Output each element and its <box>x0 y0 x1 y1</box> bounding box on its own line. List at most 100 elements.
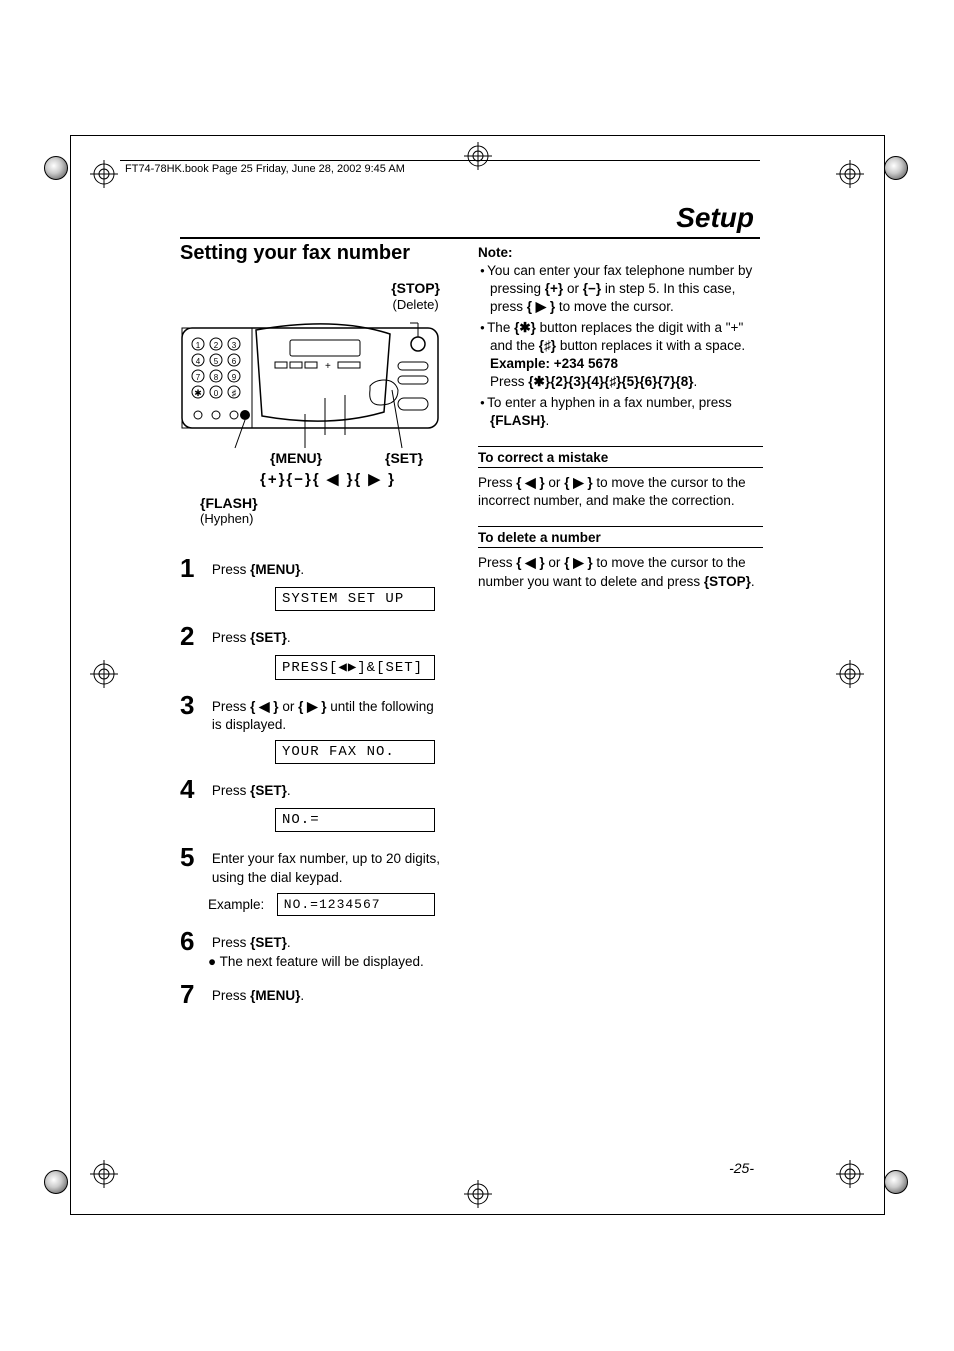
note-text: . <box>693 374 697 389</box>
crosshair-icon <box>836 1160 864 1188</box>
step-sub-text: The next feature will be displayed. <box>220 954 424 969</box>
step-2: 2 Press {SET}. PRESS[◀▶]&[SET] <box>180 623 450 680</box>
example-label: Example: <box>208 897 273 912</box>
note-heading: Note: <box>478 245 763 260</box>
key-set: {SET} <box>250 630 287 645</box>
svg-text:3: 3 <box>232 341 237 350</box>
step-text: or <box>279 699 299 714</box>
note-text: The <box>487 320 514 335</box>
note-item: The {✱} button replaces the digit with a… <box>490 319 763 392</box>
step-text: Press <box>212 988 250 1003</box>
step-1: 1 Press {MENU}. SYSTEM SET UP <box>180 555 450 611</box>
step-number: 2 <box>180 623 208 649</box>
delete-number-title: To delete a number <box>478 526 763 548</box>
key-hash: {♯} <box>539 338 556 353</box>
section-title: Setup <box>676 202 754 234</box>
step-text: . <box>287 630 291 645</box>
svg-text:5: 5 <box>214 357 219 366</box>
key-flash: {FLASH} <box>490 413 546 428</box>
step-number: 3 <box>180 692 208 718</box>
crosshair-icon <box>90 660 118 688</box>
step-sub-bullet: ● The next feature will be displayed. <box>208 954 450 969</box>
step-3: 3 Press { ◀ } or { ▶ } until the followi… <box>180 692 450 764</box>
key-minus: {−} <box>583 281 601 296</box>
step-text: Enter your fax number, up to 20 digits, … <box>212 844 447 886</box>
svg-text:♯: ♯ <box>232 388 237 398</box>
key-right: { ▶ } <box>527 299 555 314</box>
key-plus: {+} <box>545 281 563 296</box>
note-text: to move the cursor. <box>555 299 674 314</box>
body-text: or <box>545 555 565 570</box>
note-text: Press <box>490 374 528 389</box>
note-text: To enter a hyphen in a fax number, press <box>487 395 732 410</box>
note-text: or <box>563 281 583 296</box>
header-rule <box>120 160 760 161</box>
svg-text:4: 4 <box>196 357 201 366</box>
key-set: {SET} <box>250 783 287 798</box>
lcd-display: YOUR FAX NO. <box>275 740 435 764</box>
svg-text:7: 7 <box>196 373 201 382</box>
svg-text:✱: ✱ <box>194 388 202 398</box>
key-star: {✱} <box>514 320 536 335</box>
example-value: +234 5678 <box>554 356 618 371</box>
flash-sublabel: (Hyphen) <box>200 511 253 526</box>
key-set: {SET} <box>250 935 287 950</box>
step-text: Press <box>212 699 250 714</box>
body-text: Press <box>478 475 516 490</box>
flash-label: {FLASH} <box>200 495 258 511</box>
lcd-display: NO.= <box>275 808 435 832</box>
fax-machine-icon: 1 2 3 4 5 6 7 8 9 ✱ 0 ♯ + <box>180 320 440 450</box>
right-column: Note: You can enter your fax telephone n… <box>478 245 763 591</box>
key-left: { ◀ } <box>516 555 544 570</box>
step-number: 7 <box>180 981 208 1007</box>
step-number: 5 <box>180 844 208 870</box>
step-7: 7 Press {MENU}. <box>180 981 450 1007</box>
svg-text:2: 2 <box>214 341 219 350</box>
key-stop: {STOP} <box>704 574 751 589</box>
correct-mistake-title: To correct a mistake <box>478 446 763 468</box>
svg-text:1: 1 <box>196 341 201 350</box>
stop-sublabel: (Delete) <box>392 297 438 312</box>
registration-mark-icon <box>884 156 908 180</box>
step-text: Press <box>212 783 250 798</box>
key-right: { ▶ } <box>564 475 592 490</box>
left-column: Setting your fax number {STOP} (Delete) … <box>180 242 450 1019</box>
note-text: button replaces it with a space. <box>556 338 745 353</box>
title-underline <box>180 237 760 239</box>
svg-text:9: 9 <box>232 373 237 382</box>
note-list: You can enter your fax telephone number … <box>478 262 763 430</box>
set-label: {SET} <box>385 450 423 466</box>
crosshair-icon <box>464 1180 492 1208</box>
body-text: Press <box>478 555 516 570</box>
note-text: . <box>546 413 550 428</box>
step-6: 6 Press {SET}. ● The next feature will b… <box>180 928 450 969</box>
step-text: Press <box>212 562 250 577</box>
delete-number-body: Press { ◀ } or { ▶ } to move the cursor … <box>478 554 763 590</box>
registration-mark-icon <box>884 1170 908 1194</box>
key-right: { ▶ } <box>298 699 326 714</box>
step-5: 5 Enter your fax number, up to 20 digits… <box>180 844 450 915</box>
svg-text:+: + <box>325 361 331 372</box>
crosshair-icon <box>836 660 864 688</box>
key-sequence: {✱}{2}{3}{4}{♯}{5}{6}{7}{8} <box>528 374 693 389</box>
note-item: You can enter your fax telephone number … <box>490 262 763 317</box>
svg-text:8: 8 <box>214 373 219 382</box>
key-menu: {MENU} <box>250 988 300 1003</box>
book-header: FT74-78HK.book Page 25 Friday, June 28, … <box>125 163 405 175</box>
menu-label: {MENU} <box>270 450 322 466</box>
step-text: Press <box>212 630 250 645</box>
body-text: or <box>545 475 565 490</box>
key-right: { ▶ } <box>564 555 592 570</box>
lcd-display: PRESS[◀▶]&[SET] <box>275 655 435 680</box>
note-item: To enter a hyphen in a fax number, press… <box>490 394 763 430</box>
crosshair-icon <box>90 1160 118 1188</box>
crosshair-icon <box>836 160 864 188</box>
page-number: -25- <box>729 1160 754 1176</box>
step-text: . <box>300 562 304 577</box>
key-left: { ◀ } <box>516 475 544 490</box>
crosshair-icon <box>90 160 118 188</box>
svg-text:0: 0 <box>214 389 219 398</box>
device-diagram: {STOP} (Delete) 1 2 3 4 5 6 7 8 9 ✱ 0 ♯ <box>180 280 450 545</box>
correct-mistake-body: Press { ◀ } or { ▶ } to move the cursor … <box>478 474 763 510</box>
page-heading: Setting your fax number <box>180 242 450 265</box>
